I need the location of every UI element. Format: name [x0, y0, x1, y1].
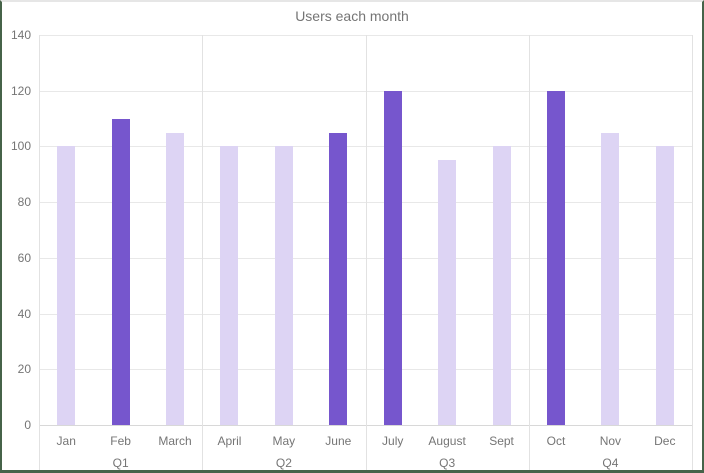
x-tick-label-june: June — [325, 434, 352, 448]
bar-march[interactable] — [166, 132, 185, 425]
group-label-q2: Q2 — [275, 456, 292, 470]
x-tick-label-jan: Jan — [56, 434, 76, 448]
gridline-y120 — [39, 90, 692, 92]
x-tick-label-march: March — [158, 434, 192, 448]
x-tick-label-sept: Sept — [489, 434, 514, 448]
bar-april[interactable] — [220, 146, 239, 425]
bar-june[interactable] — [329, 132, 348, 425]
chart-title: Users each month — [295, 8, 409, 24]
x-axis-line — [39, 425, 692, 426]
gridline-y80 — [39, 202, 692, 204]
bar-nov[interactable] — [601, 132, 620, 425]
x-tick-label-may: May — [272, 434, 296, 448]
x-tick-label-nov: Nov — [599, 434, 622, 448]
x-tick-label-july: July — [382, 434, 404, 448]
gridline-y20 — [39, 369, 692, 371]
y-tick-label-100: 100 — [10, 139, 31, 154]
plot-area: Jan Feb March April May June July August Sept Oct… — [39, 35, 693, 470]
quarter-separator-4 — [692, 35, 693, 470]
y-tick-label-140: 140 — [10, 28, 31, 42]
bar-oct[interactable] — [546, 90, 565, 425]
group-label-q4: Q4 — [602, 456, 619, 470]
bar-august[interactable] — [438, 160, 457, 425]
y-tick-label-20: 20 — [17, 362, 31, 377]
y-axis-line — [39, 35, 40, 470]
gridline-y100 — [39, 146, 692, 148]
bar-jan[interactable] — [57, 146, 76, 425]
group-label-q1: Q1 — [112, 456, 129, 470]
x-tick-label-oct: Oct — [546, 434, 566, 448]
bar-july[interactable] — [383, 90, 402, 425]
y-tick-label-0: 0 — [24, 418, 31, 432]
y-tick-label-80: 80 — [17, 195, 31, 210]
x-tick-label-dec: Dec — [654, 434, 676, 448]
gridline-y60 — [39, 257, 692, 259]
gridline-y40 — [39, 313, 692, 315]
x-tick-label-april: April — [217, 434, 242, 448]
bar-sept[interactable] — [492, 146, 511, 425]
group-label-q3: Q3 — [439, 456, 456, 470]
bar-feb[interactable] — [111, 118, 130, 425]
bar-may[interactable] — [274, 146, 293, 425]
gridline-y140 — [39, 35, 692, 36]
quarter-separator-3 — [529, 35, 530, 470]
y-tick-label-60: 60 — [17, 250, 31, 265]
quarter-separator-2 — [366, 35, 367, 470]
y-tick-label-120: 120 — [10, 83, 31, 98]
bar-dec[interactable] — [655, 146, 674, 425]
y-tick-label-40: 40 — [17, 306, 31, 321]
x-tick-label-feb: Feb — [110, 434, 131, 448]
x-tick-label-august: August — [428, 434, 466, 448]
quarter-separator-1 — [202, 35, 203, 470]
